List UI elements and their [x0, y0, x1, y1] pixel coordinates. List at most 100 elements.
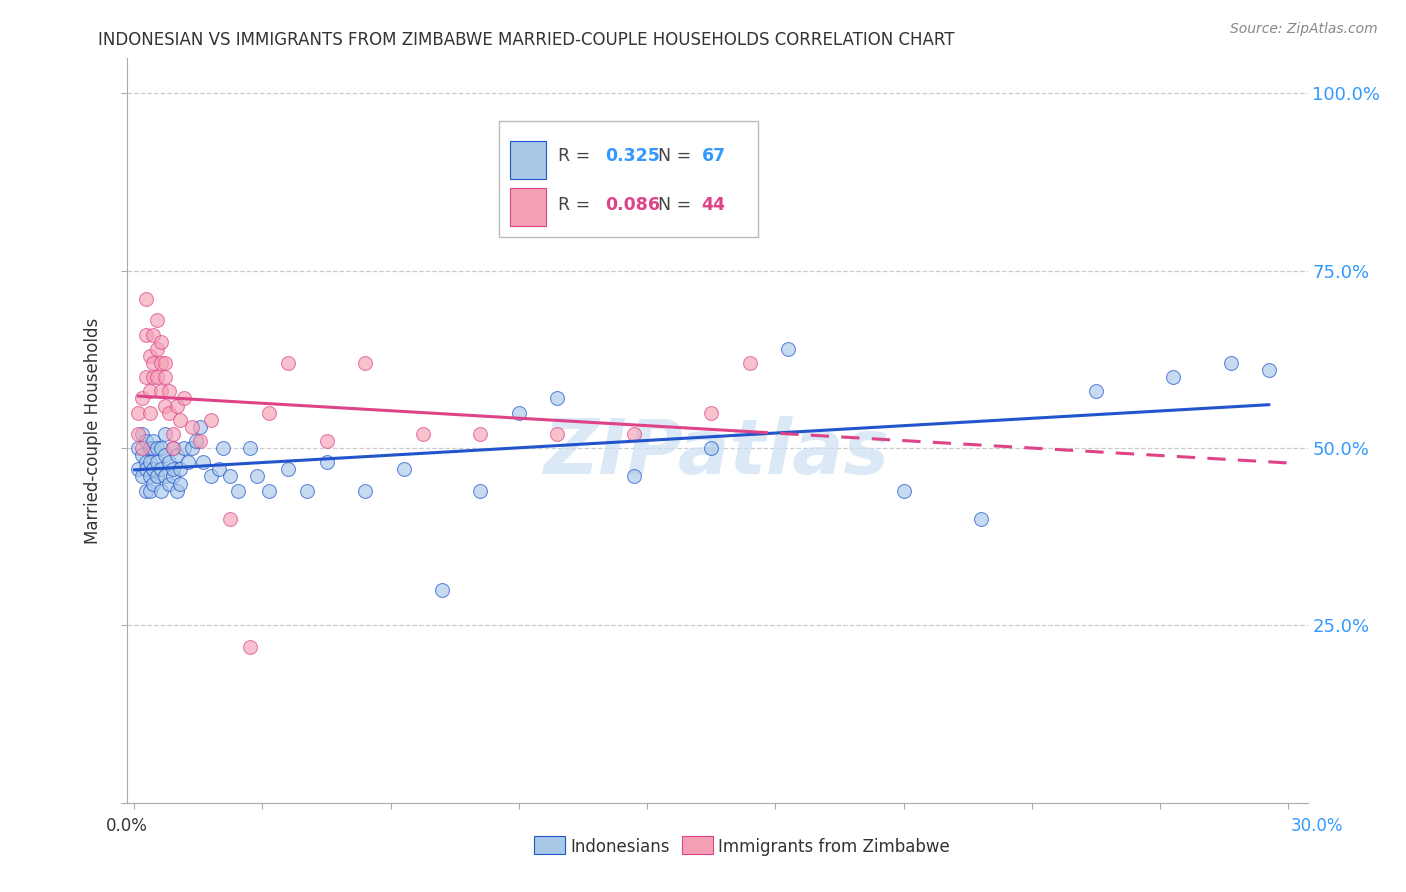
- Point: [470, 426, 492, 441]
- Text: INDONESIAN VS IMMIGRANTS FROM ZIMBABWE MARRIED-COUPLE HOUSEHOLDS CORRELATION CHA: INDONESIAN VS IMMIGRANTS FROM ZIMBABWE M…: [98, 31, 955, 49]
- Point: [138, 406, 160, 420]
- Point: [150, 441, 173, 455]
- FancyBboxPatch shape: [510, 142, 546, 178]
- Point: [173, 441, 195, 455]
- Point: [412, 426, 434, 441]
- Text: R =: R =: [558, 195, 595, 214]
- Point: [153, 399, 176, 413]
- Point: [177, 455, 200, 469]
- Point: [166, 483, 188, 498]
- Point: [146, 455, 169, 469]
- Point: [166, 399, 188, 413]
- FancyBboxPatch shape: [510, 188, 546, 226]
- Point: [138, 455, 160, 469]
- Point: [131, 469, 153, 483]
- Point: [430, 582, 453, 597]
- Point: [169, 476, 191, 491]
- Text: 0.325: 0.325: [605, 147, 659, 165]
- Point: [969, 512, 991, 526]
- Point: [354, 356, 377, 370]
- FancyBboxPatch shape: [499, 121, 758, 236]
- Point: [142, 370, 165, 384]
- Point: [392, 462, 415, 476]
- Text: Indonesians: Indonesians: [571, 838, 671, 856]
- Point: [153, 426, 176, 441]
- Point: [1219, 356, 1241, 370]
- Point: [135, 327, 157, 342]
- Point: [257, 483, 280, 498]
- Point: [135, 292, 157, 306]
- Point: [277, 462, 299, 476]
- Point: [157, 476, 180, 491]
- Point: [1085, 384, 1108, 399]
- Text: 44: 44: [702, 195, 725, 214]
- Point: [239, 441, 262, 455]
- Point: [127, 462, 149, 476]
- Point: [135, 370, 157, 384]
- Point: [153, 469, 176, 483]
- Point: [157, 455, 180, 469]
- Text: 30.0%: 30.0%: [1291, 817, 1343, 835]
- Point: [135, 462, 157, 476]
- Point: [778, 342, 800, 356]
- Point: [135, 434, 157, 448]
- Point: [1258, 363, 1281, 377]
- Point: [153, 448, 176, 462]
- Text: ZIPatlas: ZIPatlas: [544, 416, 890, 490]
- Point: [257, 406, 280, 420]
- Point: [150, 356, 173, 370]
- Text: 67: 67: [702, 147, 725, 165]
- Text: N =: N =: [658, 195, 697, 214]
- Text: 0.0%: 0.0%: [105, 817, 148, 835]
- Point: [150, 384, 173, 399]
- Point: [127, 426, 149, 441]
- Point: [208, 462, 231, 476]
- Point: [131, 426, 153, 441]
- Point: [153, 370, 176, 384]
- Point: [200, 413, 222, 427]
- Point: [738, 356, 761, 370]
- Point: [193, 455, 215, 469]
- Point: [200, 469, 222, 483]
- Point: [277, 356, 299, 370]
- Point: [169, 413, 191, 427]
- Point: [211, 441, 233, 455]
- Point: [166, 448, 188, 462]
- Y-axis label: Married-couple Households: Married-couple Households: [84, 318, 103, 543]
- Point: [135, 483, 157, 498]
- Point: [135, 455, 157, 469]
- Point: [173, 392, 195, 406]
- Point: [146, 469, 169, 483]
- Point: [188, 420, 211, 434]
- Point: [700, 406, 723, 420]
- Point: [315, 434, 337, 448]
- Point: [150, 462, 173, 476]
- Point: [354, 483, 377, 498]
- Point: [1161, 370, 1184, 384]
- Point: [142, 476, 165, 491]
- Point: [146, 342, 169, 356]
- Point: [142, 462, 165, 476]
- Point: [181, 420, 204, 434]
- Point: [162, 426, 184, 441]
- Point: [162, 441, 184, 455]
- Point: [546, 426, 568, 441]
- Point: [142, 441, 165, 455]
- Point: [184, 434, 207, 448]
- Point: [138, 469, 160, 483]
- Text: Immigrants from Zimbabwe: Immigrants from Zimbabwe: [718, 838, 950, 856]
- Point: [700, 441, 723, 455]
- Point: [150, 483, 173, 498]
- Point: [162, 469, 184, 483]
- Point: [127, 441, 149, 455]
- Text: Source: ZipAtlas.com: Source: ZipAtlas.com: [1230, 22, 1378, 37]
- Point: [138, 441, 160, 455]
- Point: [893, 483, 915, 498]
- Point: [623, 426, 645, 441]
- Text: 0.086: 0.086: [605, 195, 659, 214]
- Point: [127, 406, 149, 420]
- Point: [138, 483, 160, 498]
- Point: [142, 327, 165, 342]
- Point: [181, 441, 204, 455]
- Point: [219, 512, 242, 526]
